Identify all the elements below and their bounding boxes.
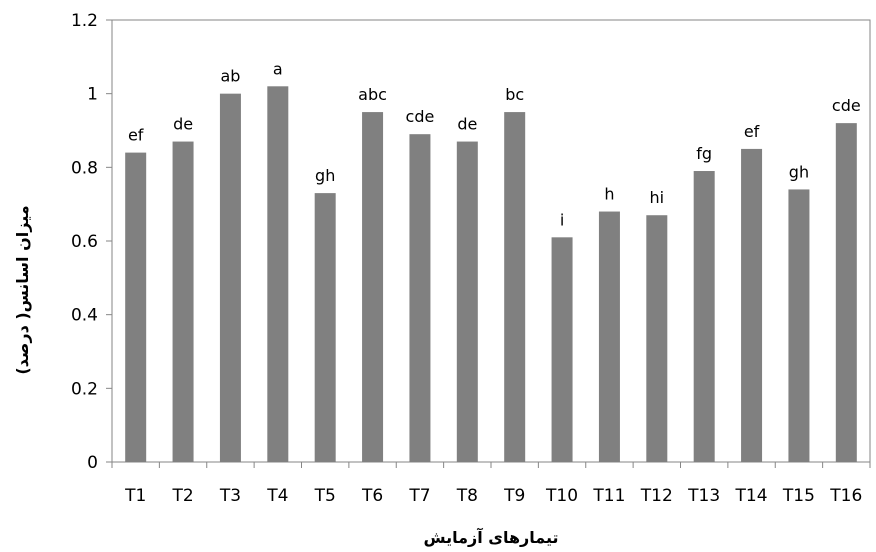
- x-tick-label: T6: [361, 486, 383, 506]
- bar: [314, 193, 336, 462]
- y-tick-label: 1.2: [71, 11, 98, 31]
- x-tick-label: T13: [687, 486, 720, 506]
- x-tick-label: T9: [503, 486, 525, 506]
- data-label: ef: [744, 122, 760, 141]
- data-label: gh: [315, 166, 335, 185]
- bar: [125, 152, 147, 462]
- x-tick-label: T8: [456, 486, 478, 506]
- data-label: gh: [789, 162, 809, 181]
- bar: [788, 189, 810, 462]
- data-label: hi: [650, 188, 665, 207]
- bar: [267, 86, 289, 463]
- x-tick-label: T14: [735, 486, 768, 506]
- data-label: cde: [832, 96, 861, 115]
- x-axis: T1 T2 T3 T4 T5 T6 T7 T8 T9 T10 T11 T12 T13 T14 T15 T16: [111, 462, 871, 506]
- bar: [646, 215, 668, 462]
- x-tick-label: T12: [640, 486, 673, 506]
- data-label: fg: [696, 144, 712, 163]
- bar: [456, 141, 478, 463]
- y-axis: 0 0.2 0.4 0.6 0.8 1 1.2: [71, 11, 112, 473]
- bar: [172, 141, 194, 463]
- bar: [598, 211, 620, 462]
- data-label: ab: [220, 67, 240, 86]
- x-tick-label: T2: [171, 486, 193, 506]
- data-label: cde: [406, 107, 435, 126]
- x-tick-label: T7: [408, 486, 430, 506]
- bar: [835, 123, 857, 462]
- x-tick-label: T3: [219, 486, 241, 506]
- y-axis-title: میزان اسانس( درصد): [13, 205, 32, 374]
- x-tick-label: T16: [829, 486, 862, 506]
- y-tick-label: 1: [87, 85, 98, 105]
- bar: [409, 134, 431, 462]
- x-tick-label: T11: [592, 486, 625, 506]
- bar: [741, 148, 763, 462]
- y-tick-label: 0.6: [71, 232, 98, 252]
- data-label: abc: [358, 85, 387, 104]
- bar: [551, 237, 573, 462]
- data-label: de: [173, 115, 193, 134]
- y-tick-label: 0.2: [71, 379, 98, 399]
- x-tick-label: T1: [124, 486, 146, 506]
- data-label: i: [560, 210, 564, 229]
- bars: [125, 86, 857, 463]
- y-tick-label: 0.4: [71, 306, 98, 326]
- x-tick-label: T5: [314, 486, 336, 506]
- bar: [693, 171, 715, 462]
- data-label: bc: [505, 85, 524, 104]
- x-tick-label: T15: [782, 486, 815, 506]
- y-tick-label: 0.8: [71, 158, 98, 178]
- data-label: a: [273, 59, 283, 78]
- y-tick-label: 0: [87, 453, 98, 473]
- x-tick-label: T4: [266, 486, 288, 506]
- data-label: h: [604, 185, 614, 204]
- x-axis-title: تیمارهای آزمایش: [423, 527, 558, 547]
- bar: [362, 112, 384, 462]
- bar: [219, 93, 241, 463]
- data-label: ef: [128, 126, 144, 145]
- x-tick-label: T10: [545, 486, 578, 506]
- data-label: de: [457, 115, 477, 134]
- bar: [504, 112, 526, 462]
